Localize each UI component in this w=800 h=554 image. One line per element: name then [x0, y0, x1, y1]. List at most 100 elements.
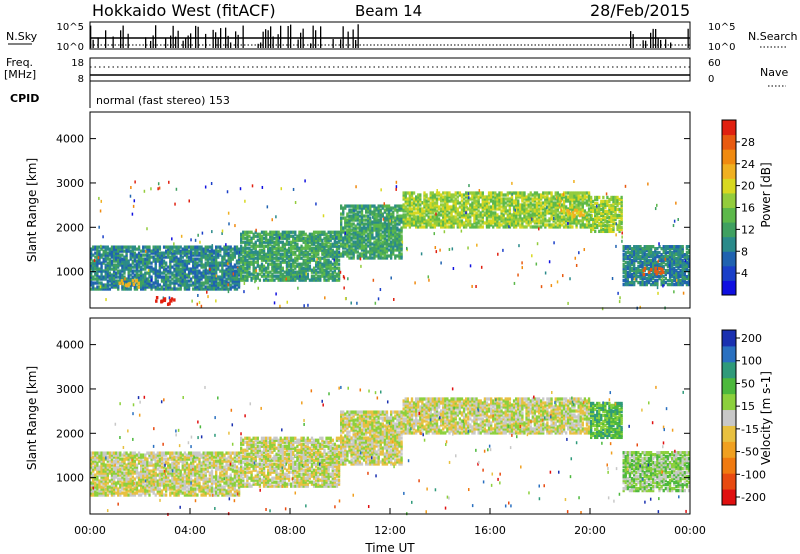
heatmap-cell	[150, 275, 153, 279]
heatmap-cell	[337, 234, 341, 238]
heatmap-cell	[292, 268, 295, 272]
heatmap-cell	[100, 281, 103, 285]
heatmap-cell	[656, 247, 659, 251]
heatmap-cell	[375, 208, 378, 212]
heatmap-cell	[352, 248, 355, 252]
noise-cell	[401, 240, 404, 244]
heatmap-cell	[594, 213, 597, 218]
heatmap-cell	[262, 268, 266, 272]
heatmap-cell	[400, 234, 403, 238]
heatmap-cell	[630, 274, 634, 279]
heatmap-cell	[618, 201, 621, 206]
heatmap-cell	[321, 262, 324, 266]
heatmap-cell	[215, 257, 218, 261]
heatmap-cell	[431, 209, 434, 213]
heatmap-cell	[194, 253, 197, 257]
heatmap-cell	[523, 213, 526, 217]
heatmap-cell	[356, 234, 359, 238]
heatmap-cell	[496, 199, 499, 203]
site-title: Hokkaido West (fitACF)	[92, 1, 276, 20]
heatmap-cell	[550, 211, 553, 215]
heatmap-cell	[390, 256, 393, 260]
heatmap-cell	[135, 269, 139, 273]
heatmap-cell	[104, 247, 107, 251]
heatmap-cell	[298, 254, 301, 258]
heatmap-cell	[604, 229, 607, 234]
heatmap-cell	[229, 277, 232, 281]
heatmap-cell	[616, 215, 619, 220]
heatmap-cell	[679, 247, 682, 251]
heatmap-cell	[494, 201, 497, 205]
heatmap-cell	[104, 287, 107, 291]
heatmap-cell	[671, 247, 674, 251]
heatmap-cell	[196, 275, 199, 279]
heatmap-cell	[323, 264, 326, 268]
heatmap-cell	[310, 254, 314, 258]
heatmap-cell	[323, 252, 326, 256]
heatmap-cell	[177, 251, 180, 255]
heatmap-cell	[112, 253, 116, 257]
heatmap-cell	[465, 213, 468, 217]
heatmap-cell	[687, 272, 691, 277]
heatmap-cell	[129, 269, 132, 273]
heatmap-cell	[306, 274, 309, 278]
heatmap-cell	[381, 252, 384, 256]
heatmap-cell	[494, 193, 497, 197]
noise-cell	[211, 230, 213, 234]
heatmap-cell	[112, 277, 116, 281]
heatmap-cell	[500, 205, 503, 209]
heatmap-cell	[212, 265, 216, 269]
heatmap-cell	[675, 276, 678, 281]
heatmap-cell	[210, 251, 214, 255]
heatmap-cell	[271, 262, 274, 266]
heatmap-cell	[633, 282, 636, 287]
heatmap-cell	[127, 287, 130, 291]
heatmap-cell	[610, 203, 613, 208]
heatmap-cell	[535, 225, 539, 229]
heatmap-cell	[354, 204, 357, 208]
heatmap-cell	[531, 213, 534, 217]
heatmap-cell	[429, 191, 432, 195]
heatmap-cell	[294, 266, 297, 270]
heatmap-cell	[500, 197, 503, 201]
heatmap-cell	[475, 203, 478, 207]
heatmap-cell	[456, 207, 459, 211]
heatmap-cell	[156, 247, 159, 251]
heatmap-cell	[319, 278, 322, 282]
heatmap-cell	[385, 204, 389, 208]
heatmap-cell	[219, 247, 222, 251]
heatmap-cell	[431, 193, 434, 197]
heatmap-cell	[237, 269, 241, 273]
heatmap-cell	[352, 214, 355, 218]
heatmap-cell	[583, 225, 587, 229]
heatmap-cell	[133, 287, 137, 291]
heatmap-cell	[92, 285, 95, 289]
heatmap-cell	[204, 267, 207, 271]
heatmap-cell	[429, 193, 432, 197]
heatmap-cell	[133, 273, 137, 277]
heatmap-cell	[604, 199, 607, 204]
heatmap-cell	[271, 244, 274, 248]
heatmap-cell	[281, 234, 284, 238]
heatmap-cell	[317, 262, 320, 266]
heatmap-cell	[142, 247, 145, 251]
heatmap-cell	[381, 236, 384, 240]
heatmap-cell	[492, 215, 495, 219]
heatmap-cell	[587, 207, 591, 211]
heatmap-cell	[210, 271, 214, 275]
heatmap-cell	[112, 283, 116, 287]
heatmap-cell	[475, 221, 478, 225]
heatmap-cell	[215, 265, 218, 269]
heatmap-cell	[302, 230, 305, 234]
heatmap-cell	[175, 257, 178, 261]
heatmap-cell	[620, 211, 623, 216]
heatmap-cell	[346, 222, 349, 226]
heatmap-cell	[398, 204, 401, 208]
heatmap-cell	[369, 256, 372, 260]
heatmap-cell	[679, 282, 682, 287]
heatmap-cell	[658, 276, 661, 281]
heatmap-cell	[515, 215, 518, 219]
heatmap-cell	[317, 238, 320, 242]
heatmap-cell	[633, 274, 636, 279]
heatmap-cell	[369, 216, 372, 220]
